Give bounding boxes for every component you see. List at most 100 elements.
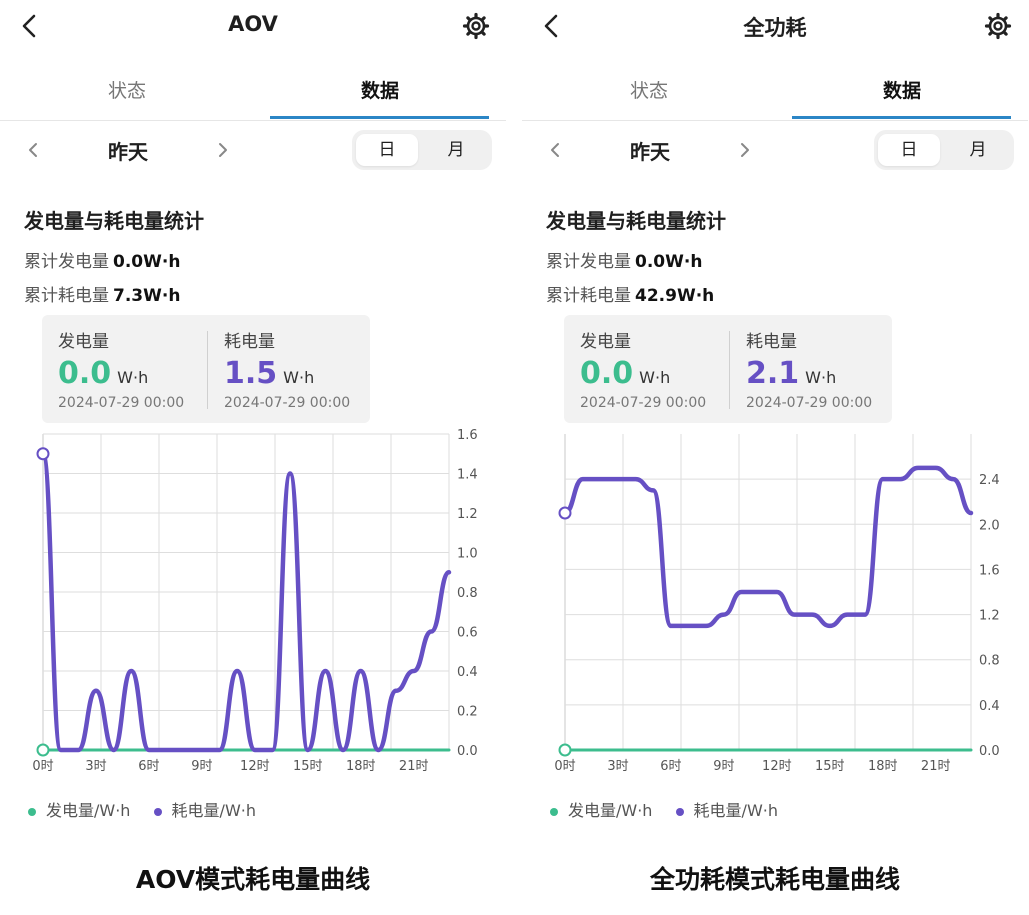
tooltip-generation-value: 0.0 <box>580 356 634 391</box>
tooltip-divider <box>207 331 208 409</box>
tooltip-divider <box>729 331 730 409</box>
cumulative-generation-label: 累计发电量 <box>546 252 631 272</box>
tooltip-consumption: 耗电量 1.5 W·h 2024-07-29 00:00 <box>224 327 350 411</box>
tab-active-indicator <box>792 116 1011 119</box>
generation-highlight-point <box>36 743 50 757</box>
tooltip-generation-label: 发电量 <box>580 332 631 352</box>
tooltip-generation-value: 0.0 <box>58 356 112 391</box>
y-tick-label: 1.2 <box>457 507 478 522</box>
tooltip-consumption-unit: W·h <box>805 368 837 387</box>
legend-generation-label: 发电量/W·h <box>46 801 131 820</box>
x-tick-label: 12时 <box>240 759 270 774</box>
x-tick-label: 12时 <box>762 759 792 774</box>
x-tick-label: 15时 <box>293 759 323 774</box>
tab-data[interactable]: 数据 <box>360 80 399 102</box>
legend-generation-dot <box>550 807 558 816</box>
tooltip-consumption: 耗电量 2.1 W·h 2024-07-29 00:00 <box>746 327 872 411</box>
chart-tooltip: 发电量 0.0 W·h 2024-07-29 00:00 耗电量 1.5 W·h 2… <box>42 315 370 423</box>
legend-consumption-dot <box>153 807 162 816</box>
chevron-left-icon[interactable] <box>546 136 564 164</box>
chevron-right-icon[interactable] <box>214 136 232 164</box>
panel-aov: AOV 状态 数据 昨天 日 月 发电量与耗电量统计 累计发电量 0.0W·h 累… <box>0 0 506 915</box>
header: 全功耗 <box>522 0 1028 52</box>
figure-caption: AOV模式耗电量曲线 <box>135 865 371 894</box>
tab-bar: 状态 数据 <box>522 66 1028 121</box>
consumption-chart[interactable]: 0.0 0.4 0.8 1.2 1.6 2.0 2.4 0时 3时 6时 9时 12时 15时 18时 21… <box>522 420 1028 780</box>
legend-item-generation[interactable]: 发电量/W·h <box>550 797 652 821</box>
header: AOV <box>0 0 506 52</box>
section-title: 发电量与耗电量统计 <box>24 209 204 233</box>
day-button[interactable]: 日 <box>878 134 940 166</box>
month-button[interactable]: 月 <box>969 140 987 160</box>
panel-full-power: 全功耗 状态 数据 昨天 日 月 发电量与耗电量统计 累计发电量 0.0W·h 累… <box>522 0 1028 915</box>
legend-item-consumption[interactable]: 耗电量/W·h <box>675 797 778 821</box>
y-tick-label: 1.4 <box>457 468 478 483</box>
y-tick-label: 1.6 <box>457 428 478 443</box>
tooltip-consumption-value: 2.1 <box>746 356 800 391</box>
legend-item-consumption[interactable]: 耗电量/W·h <box>153 797 256 821</box>
month-button[interactable]: 月 <box>447 140 465 160</box>
back-arrow-icon[interactable] <box>540 12 564 40</box>
y-tick-label: 2.0 <box>979 518 1000 533</box>
date-label: 昨天 <box>630 140 670 164</box>
x-tick-label: 3时 <box>85 759 106 774</box>
day-button[interactable]: 日 <box>356 134 418 166</box>
tooltip-generation-unit: W·h <box>639 368 671 387</box>
x-tick-label: 18时 <box>868 759 898 774</box>
cumulative-consumption-label: 累计耗电量 <box>24 286 109 306</box>
x-tick-label: 0时 <box>554 759 575 774</box>
cumulative-generation-value: 0.0W·h <box>635 252 703 272</box>
date-bar: 昨天 日 月 <box>522 126 1028 176</box>
y-tick-label: 1.6 <box>979 563 1000 578</box>
cumulative-consumption: 累计耗电量 42.9W·h <box>546 281 714 306</box>
consumption-highlight-point <box>36 447 50 461</box>
tab-data[interactable]: 数据 <box>882 80 921 102</box>
cumulative-consumption-label: 累计耗电量 <box>546 286 631 306</box>
chart-legend: 发电量/W·h 耗电量/W·h <box>550 797 796 821</box>
y-tick-label: 0.0 <box>457 744 478 759</box>
chevron-right-icon[interactable] <box>736 136 754 164</box>
gear-icon[interactable] <box>984 12 1012 40</box>
consumption-line <box>562 465 974 629</box>
tooltip-generation: 发电量 0.0 W·h 2024-07-29 00:00 <box>58 327 184 411</box>
page-title: 全功耗 <box>743 16 807 40</box>
tooltip-consumption-value: 1.5 <box>224 356 278 391</box>
chart-tooltip: 发电量 0.0 W·h 2024-07-29 00:00 耗电量 2.1 W·h 2… <box>564 315 892 423</box>
tooltip-generation-label: 发电量 <box>58 332 109 352</box>
y-tick-label: 1.2 <box>979 609 1000 624</box>
tooltip-generation-timestamp: 2024-07-29 00:00 <box>58 395 185 411</box>
date-bar: 昨天 日 月 <box>0 126 506 176</box>
generation-highlight-point <box>558 743 572 757</box>
back-arrow-icon[interactable] <box>18 12 42 40</box>
consumption-line <box>40 451 452 753</box>
consumption-chart[interactable]: 0.0 0.2 0.4 0.6 0.8 1.0 1.2 1.4 1.6 0时 3时 6时 9时 12时 15… <box>0 420 506 780</box>
tooltip-generation: 发电量 0.0 W·h 2024-07-29 00:00 <box>580 327 706 411</box>
y-tick-label: 0.4 <box>457 665 478 680</box>
y-tick-label: 0.8 <box>979 654 1000 669</box>
period-toggle: 日 月 <box>874 130 1014 170</box>
x-tick-label: 9时 <box>713 759 734 774</box>
y-tick-label: 1.0 <box>457 547 478 562</box>
page-title: AOV <box>228 12 278 36</box>
x-tick-label: 0时 <box>32 759 53 774</box>
x-tick-label: 15时 <box>815 759 845 774</box>
cumulative-generation-label: 累计发电量 <box>24 252 109 272</box>
y-tick-label: 0.8 <box>457 586 478 601</box>
legend-item-generation[interactable]: 发电量/W·h <box>28 797 130 821</box>
legend-generation-dot <box>28 807 36 816</box>
tab-status[interactable]: 状态 <box>629 80 668 102</box>
tooltip-consumption-label: 耗电量 <box>746 332 797 352</box>
y-tick-label: 0.6 <box>457 626 478 641</box>
gear-icon[interactable] <box>462 12 490 40</box>
chevron-left-icon[interactable] <box>24 136 42 164</box>
tooltip-consumption-label: 耗电量 <box>224 332 275 352</box>
period-toggle: 日 月 <box>352 130 492 170</box>
legend-generation-label: 发电量/W·h <box>568 801 653 820</box>
y-tick-label: 0.4 <box>979 699 1000 714</box>
tab-status[interactable]: 状态 <box>107 80 146 102</box>
tab-active-indicator <box>270 116 489 119</box>
y-tick-label: 0.2 <box>457 705 478 720</box>
chart-legend: 发电量/W·h 耗电量/W·h <box>28 797 274 821</box>
cumulative-consumption-value: 7.3W·h <box>113 286 181 306</box>
legend-consumption-dot <box>675 807 684 816</box>
